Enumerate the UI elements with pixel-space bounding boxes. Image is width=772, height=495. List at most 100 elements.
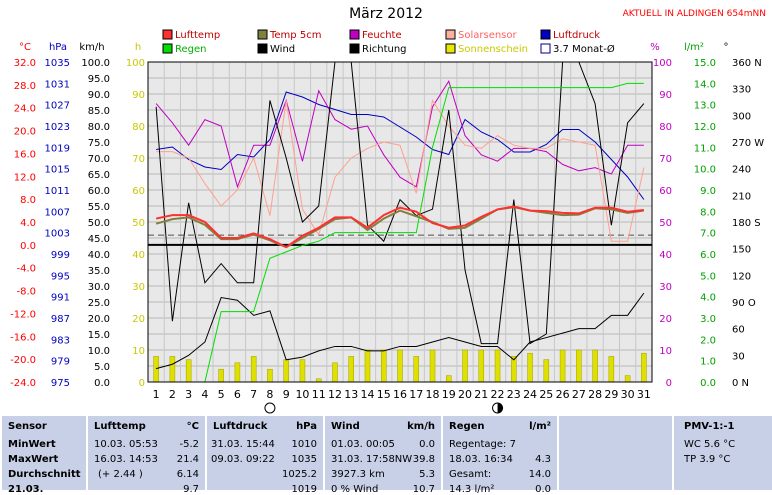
- empty-panel: [559, 416, 672, 490]
- axis-tick-rain: 9.0: [700, 186, 716, 197]
- axis-tick-press: 1035: [45, 58, 70, 69]
- axis-tick-wind: 5.0: [94, 362, 110, 373]
- axis-tick-dir: 330: [732, 85, 751, 96]
- legend-label: Wind: [270, 44, 295, 55]
- axis-unit-temp: °C: [19, 42, 31, 53]
- axis-tick-sun: 0: [139, 378, 145, 389]
- x-tick-label: 21: [474, 388, 488, 401]
- x-tick-label: 24: [523, 388, 537, 401]
- x-tick-label: 5: [218, 388, 225, 401]
- sunshine-bar: [332, 362, 338, 383]
- sunshine-bar: [559, 349, 566, 383]
- sunshine-bar: [153, 356, 159, 383]
- axis-tick-press: 999: [51, 250, 70, 261]
- sunshine-bar: [348, 356, 354, 383]
- sunshine-bar: [429, 349, 436, 383]
- legend-label: Solarsensor: [458, 30, 518, 41]
- axis-tick-press: 1015: [45, 165, 70, 176]
- legend-swatch: [162, 43, 173, 54]
- axis-tick-sun: 30: [132, 282, 145, 293]
- axis-tick-wind: 90.0: [88, 90, 110, 101]
- pmv-header: PMV-1:-1: [684, 421, 735, 432]
- lufttemp-unit: °C: [186, 421, 199, 432]
- axis-tick-dir: 360 N: [732, 58, 762, 69]
- axis-tick-press: 1003: [45, 229, 70, 240]
- axis-tick-press: 991: [51, 293, 70, 304]
- lufttemp-min-value: -5.2: [179, 439, 199, 450]
- wind-avg-value: 5.3: [419, 469, 435, 480]
- axis-tick-press: 1023: [45, 122, 70, 133]
- axis-tick-temp: -8.0: [16, 287, 36, 298]
- axis-tick-temp: -4.0: [16, 264, 36, 275]
- regen-unit: l/m²: [529, 421, 551, 432]
- sensor-max-label: MaxWert: [8, 454, 59, 465]
- axis-tick-rain: 12.0: [694, 122, 716, 133]
- regen-max-date: 18.03. 16:34: [449, 454, 513, 465]
- sunshine-bar: [608, 356, 615, 383]
- x-tick-label: 25: [539, 388, 553, 401]
- axis-tick-press: 1011: [45, 186, 70, 197]
- wind-distance: 3927.3 km: [331, 469, 385, 480]
- axis-tick-press: 1007: [45, 207, 70, 218]
- sunshine-bar: [234, 362, 241, 383]
- axis-tick-wind: 100.0: [81, 58, 110, 69]
- series-line-solarsensor: [156, 99, 645, 242]
- sunshine-bar: [397, 349, 403, 383]
- axis-tick-hum: 50: [659, 218, 672, 229]
- moon-shade: [497, 403, 503, 413]
- axis-tick-dir: 0 N: [732, 378, 749, 389]
- axis-tick-sun: 70: [132, 154, 145, 165]
- sunshine-bar: [267, 368, 273, 383]
- legend-swatch: [162, 29, 173, 40]
- x-tick-label: 4: [201, 388, 208, 401]
- axis-tick-temp: 20.0: [14, 127, 36, 138]
- axis-tick-rain: 6.0: [700, 250, 716, 261]
- axis-tick-dir: 240: [732, 165, 751, 176]
- axis-tick-temp: 32.0: [14, 58, 36, 69]
- sunshine-bar: [527, 352, 533, 383]
- axis-tick-press: 1031: [45, 79, 70, 90]
- sunshine-bar: [283, 359, 289, 383]
- axis-tick-rain: 15.0: [694, 58, 716, 69]
- sunshine-bar: [185, 359, 192, 383]
- sunshine-bar: [624, 375, 631, 383]
- x-tick-label: 13: [344, 388, 358, 401]
- lufttemp-max-date: 16.03. 14:53: [94, 454, 158, 465]
- axis-tick-temp: 24.0: [14, 104, 36, 115]
- axis-tick-temp: 12.0: [14, 172, 36, 183]
- wind-min-value: 0.0: [419, 439, 435, 450]
- axis-tick-press: 975: [51, 378, 70, 389]
- axis-tick-hum: 90: [659, 90, 672, 101]
- x-tick-label: 23: [507, 388, 521, 401]
- axis-tick-wind: 0.0: [94, 378, 110, 389]
- axis-tick-wind: 25.0: [88, 298, 110, 309]
- legend-swatch: [540, 43, 551, 54]
- axis-tick-sun: 80: [132, 122, 145, 133]
- axis-tick-rain: 13.0: [694, 101, 716, 112]
- legend-swatch: [257, 29, 268, 40]
- axis-tick-temp: -16.0: [10, 332, 36, 343]
- legend-label: Lufttemp: [175, 30, 220, 41]
- axis-unit-rain: l/m²: [684, 42, 704, 53]
- lufttemp-avg-value: 6.14: [176, 469, 199, 480]
- axis-tick-dir: 210: [732, 191, 751, 202]
- axis-tick-wind: 10.0: [88, 346, 110, 357]
- x-tick-label: 7: [250, 388, 257, 401]
- luftdruck-max-value: 1035: [291, 454, 317, 465]
- legend-swatch: [257, 43, 268, 54]
- axis-tick-rain: 11.0: [694, 143, 716, 154]
- axis-tick-hum: 100: [653, 58, 672, 69]
- axis-tick-temp: -12.0: [10, 309, 36, 320]
- axis-unit-wind: km/h: [79, 42, 104, 53]
- series-line-regen: [156, 82, 644, 383]
- luftdruck-header: Luftdruck: [213, 421, 268, 432]
- pmv-dewpoint: TP 3.9 °C: [684, 454, 731, 465]
- axis-tick-hum: 60: [659, 186, 672, 197]
- regen-total-value: 14.0: [528, 469, 551, 480]
- sensor-avg-label: Durchschnitt: [8, 469, 81, 480]
- axis-tick-hum: 10: [659, 346, 672, 357]
- legend-swatch: [445, 43, 456, 54]
- axis-tick-temp: -20.0: [10, 355, 36, 366]
- legend-label: Luftdruck: [553, 30, 600, 41]
- sunshine-bar: [478, 349, 485, 383]
